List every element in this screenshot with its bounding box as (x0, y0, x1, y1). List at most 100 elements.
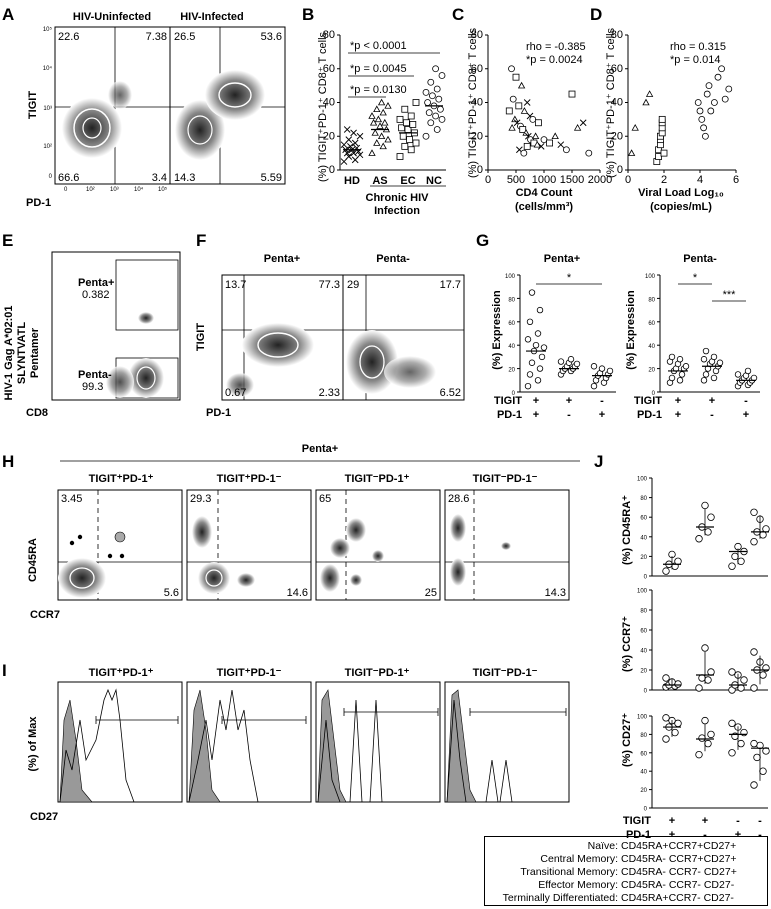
j-ytick-label: 60 (640, 751, 647, 757)
data-point (660, 149, 668, 157)
b-category-label: EC (400, 175, 415, 187)
d-xtick-label: 4 (697, 174, 703, 186)
legend-row: Effector Memory: CD45RA- CCR7- CD27- (491, 879, 761, 892)
data-point (737, 684, 745, 692)
data-point (700, 124, 707, 132)
data-point (750, 781, 758, 789)
h-header: Penta+ (302, 443, 338, 455)
a-title-infected: HIV-Infected (180, 11, 244, 23)
j-ytick-label: 0 (644, 807, 648, 813)
data-point (520, 149, 528, 157)
data-point (398, 124, 406, 132)
i-plot-4 (444, 681, 570, 803)
data-point (428, 92, 436, 100)
g-row-pd1-right: PD-1 (637, 409, 662, 421)
panel-label-b: B (302, 5, 314, 24)
c-xtick-label: 0 (485, 174, 491, 186)
g-sign-l-t1: + (533, 395, 539, 407)
data-point (399, 132, 407, 140)
d-rho: rho = 0.315 (670, 41, 726, 53)
data-point (662, 735, 670, 743)
e-ylabel-2: SLYNTVATL (16, 322, 28, 384)
data-point (424, 99, 432, 106)
data-point (523, 142, 531, 150)
data-point (700, 377, 708, 384)
data-point (718, 65, 725, 73)
data-point (737, 739, 745, 748)
g-ytick-label: 100 (505, 274, 516, 280)
e-gate-neg-label: Penta- (78, 369, 112, 381)
a1-q-tl: 22.6 (58, 31, 79, 43)
data-point (356, 151, 364, 159)
h-xlabel: CCR7 (30, 609, 60, 621)
data-point (534, 377, 542, 384)
data-point (522, 129, 530, 136)
b-ytick-label: 0 (329, 164, 335, 176)
data-point (433, 126, 441, 133)
d-ytick-label: 20 (611, 130, 623, 142)
data-point (694, 99, 702, 106)
data-point (345, 153, 353, 160)
data-point (731, 552, 739, 561)
g-row-tigit-right: TIGIT (634, 395, 662, 407)
h-title-3: TIGIT⁻PD-1⁺ (345, 473, 410, 485)
g-ytick-label: 40 (508, 344, 515, 350)
data-point (407, 146, 415, 154)
data-point (585, 149, 593, 157)
data-point (536, 365, 544, 372)
panel-label-i: I (2, 661, 7, 680)
data-point (728, 562, 736, 570)
legend-row: Terminally Differentiated: CD45RA+CCR7- C… (491, 892, 761, 905)
a1-q-tr: 7.38 (146, 31, 167, 43)
data-point (368, 112, 376, 119)
i-plot-2 (186, 681, 312, 803)
data-point (371, 129, 379, 136)
a-ytick-0: 0 (49, 174, 53, 180)
data-point (524, 382, 532, 390)
b-plot: 0 20 40 60 80 HD AS EC NC (323, 29, 446, 187)
data-point (740, 676, 748, 684)
data-point (433, 85, 441, 93)
j-sign-t1: + (669, 815, 675, 827)
data-point (707, 730, 715, 739)
data-point (551, 132, 559, 140)
data-point (517, 81, 526, 89)
data-point (750, 684, 758, 692)
data-point (435, 95, 443, 103)
data-point (384, 135, 392, 143)
data-point (759, 671, 767, 679)
j-ytick-label: 20 (640, 555, 647, 561)
data-point (676, 356, 684, 363)
data-point (432, 112, 440, 120)
g-sign-l-p2: - (567, 409, 571, 421)
data-point (750, 508, 758, 516)
a-ytick-3: 10³ (43, 106, 52, 112)
data-point (701, 644, 709, 652)
c-ylabel: (%) TIGIT⁺PD-1⁺ CD8⁺ T cells (467, 27, 479, 178)
e-ylabel-1: HIV-1 Gag A*02:01 (3, 306, 15, 401)
j-sign-t2: + (702, 815, 708, 827)
data-point (674, 680, 682, 688)
j-ytick-label: 100 (637, 477, 648, 483)
i-plot-1 (57, 681, 183, 803)
j-ylabel-1: (%) CD45RA⁺ (621, 495, 633, 565)
data-point (668, 374, 676, 382)
data-point (716, 359, 724, 366)
data-point (678, 371, 686, 378)
data-point (373, 105, 381, 113)
d-ylabel: (%) TIGIT⁺PD-1⁺ CD8⁺ T cells (605, 27, 617, 178)
data-point (734, 371, 742, 378)
legend-row: Central Memory: CD45RA- CCR7+CD27+ (491, 853, 761, 866)
g-ylabel-left: (%) Expression (491, 290, 503, 370)
j-ytick-label: 0 (644, 575, 648, 581)
data-point (343, 149, 351, 157)
data-point (705, 82, 713, 90)
h-plot-3 (315, 489, 441, 601)
panel-label-c: C (452, 5, 464, 24)
data-point (762, 525, 770, 533)
data-point (546, 139, 553, 147)
j-ytick-label: 100 (637, 715, 648, 721)
d-ytick-label: 40 (611, 97, 623, 109)
g-title-neg: Penta- (683, 253, 717, 265)
data-point (698, 115, 706, 123)
